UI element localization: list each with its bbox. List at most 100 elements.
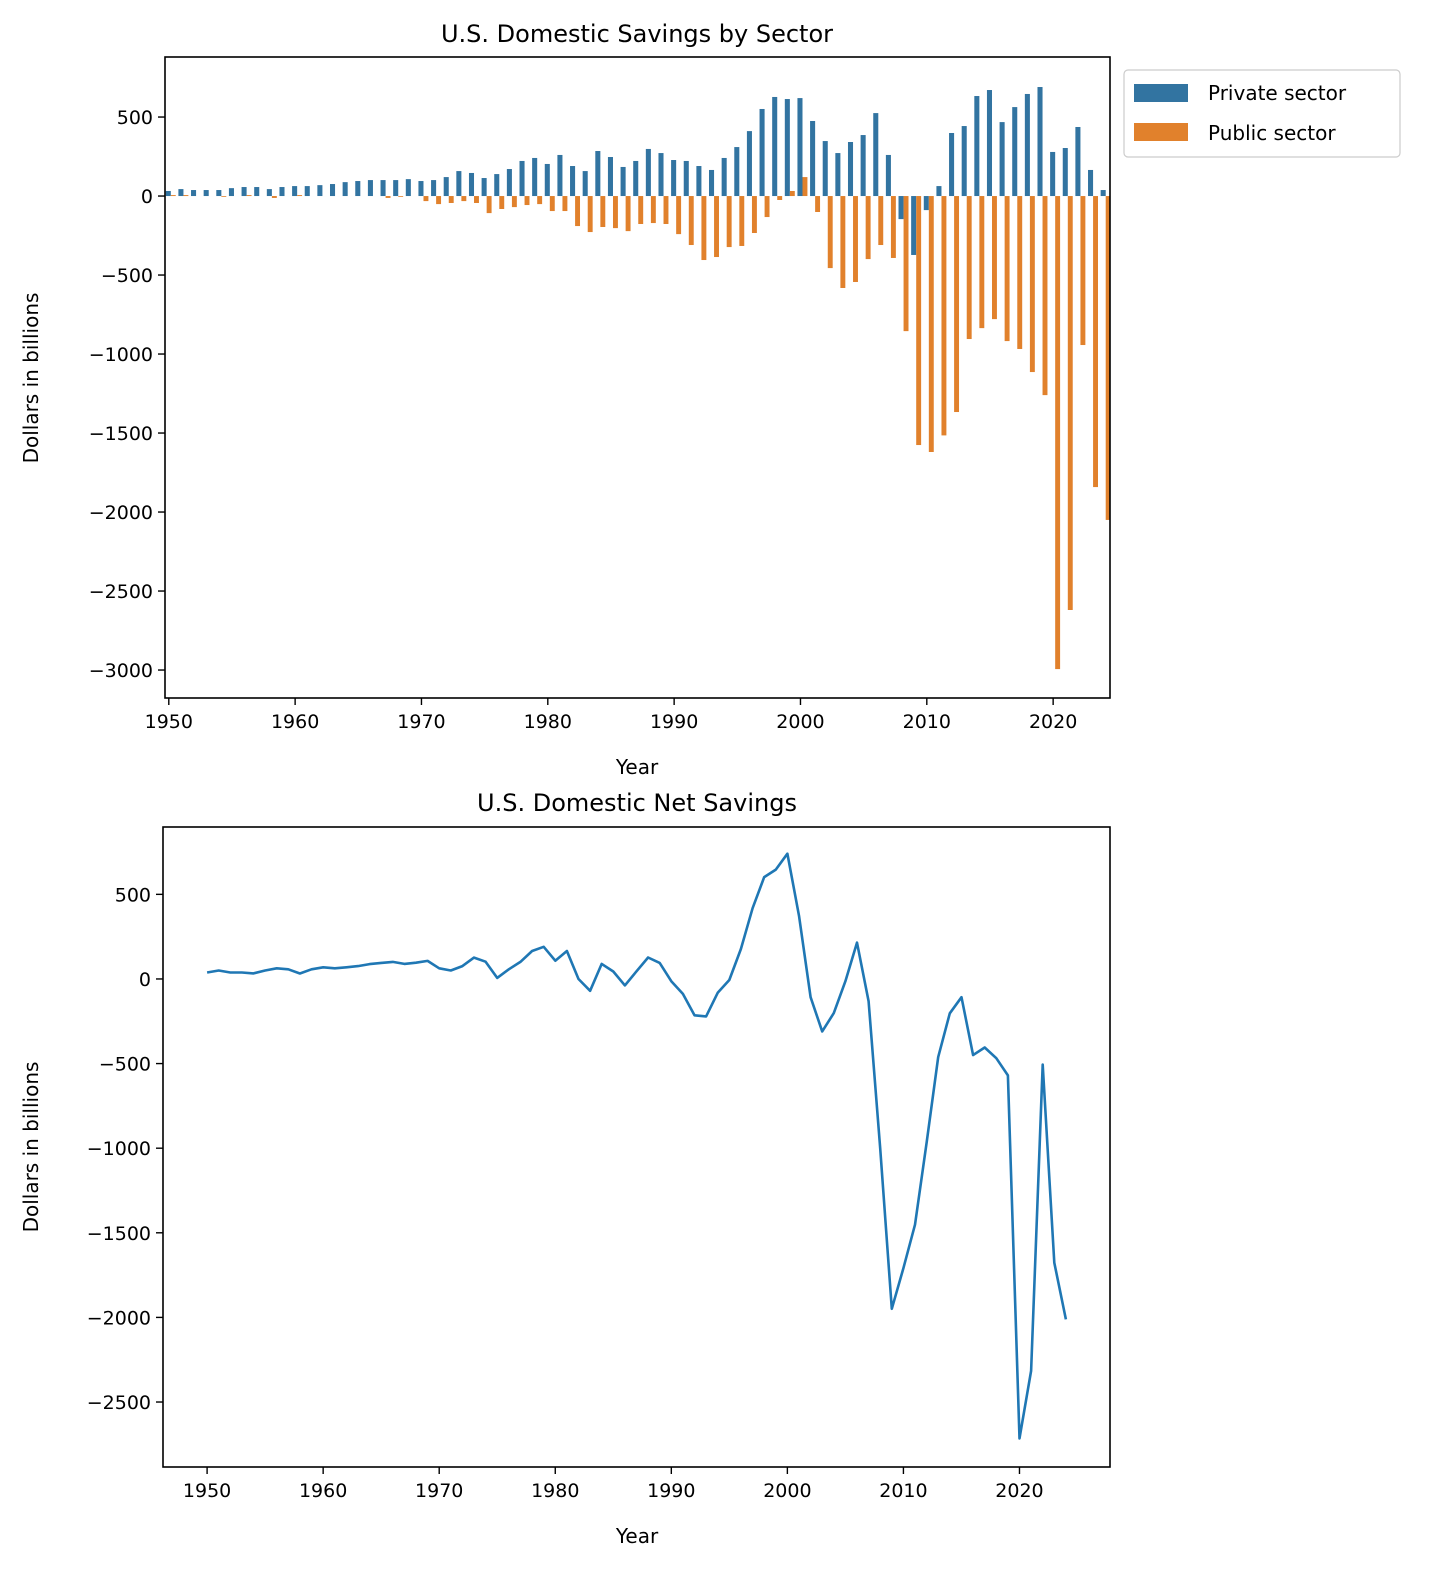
y-tick-label: −2500	[87, 1392, 151, 1414]
x-tick-label: 1990	[647, 1480, 695, 1502]
private-sector-bar	[1062, 148, 1068, 197]
y-tick-label: 0	[141, 186, 153, 208]
public-sector-bar	[1042, 196, 1048, 396]
y-axis-label: Dollars in billions	[19, 293, 43, 464]
private-sector-bar	[342, 182, 348, 197]
public-sector-bar	[575, 196, 581, 227]
private-sector-bar	[506, 169, 512, 197]
private-sector-bar	[923, 196, 929, 211]
public-sector-bar	[183, 195, 189, 197]
x-tick-label: 2000	[776, 711, 824, 733]
private-sector-bar	[355, 181, 361, 197]
public-sector-bar	[448, 196, 454, 203]
public-sector-bar	[739, 196, 745, 246]
private-sector-bar	[266, 189, 272, 197]
private-sector-bar	[178, 189, 184, 197]
public-sector-bar	[474, 196, 479, 203]
public-sector-bar	[802, 177, 808, 197]
public-sector-bar	[1017, 196, 1023, 349]
private-sector-bar	[279, 187, 285, 197]
private-sector-bar	[380, 180, 386, 197]
private-sector-bar	[304, 186, 310, 197]
y-axis-label: Dollars in billions	[19, 1062, 43, 1233]
private-sector-bar	[696, 166, 702, 197]
private-sector-bar	[191, 190, 197, 197]
public-sector-bar	[941, 196, 947, 436]
public-sector-bar	[436, 196, 442, 205]
y-tick-label: 0	[139, 969, 151, 991]
private-sector-bar	[645, 148, 651, 197]
legend-box	[1123, 69, 1401, 158]
public-sector-bar	[587, 196, 593, 233]
net-savings-line	[206, 852, 1068, 1440]
public-sector-bar	[246, 195, 252, 197]
public-sector-bar	[398, 196, 404, 197]
chart-title: U.S. Domestic Net Savings	[477, 789, 797, 817]
x-tick-label: 1950	[145, 711, 193, 733]
x-axis-label: Year	[615, 755, 659, 779]
y-tick-label: −2000	[89, 502, 153, 524]
public-sector-bar	[612, 196, 618, 229]
sector-savings-chart: U.S. Domestic Savings by Sector Year Dol…	[19, 20, 1401, 779]
private-sector-bar	[633, 160, 639, 197]
plot-frame	[162, 826, 1111, 1468]
private-sector-bar	[254, 187, 260, 197]
public-sector-bar	[562, 196, 568, 212]
public-sector-bar	[764, 196, 770, 218]
public-sector-bar	[840, 196, 846, 288]
public-sector-bar	[663, 196, 669, 225]
private-sector-bar	[570, 166, 576, 197]
public-sector-bar	[1055, 196, 1061, 670]
private-sector-bar	[1088, 169, 1094, 197]
y-tick-label: −500	[101, 265, 153, 287]
private-sector-bar	[216, 190, 222, 197]
x-tick-label: 1950	[183, 1480, 231, 1502]
public-sector-bar	[979, 196, 985, 329]
legend-swatch-private	[1134, 84, 1188, 102]
x-tick-label: 2010	[903, 711, 951, 733]
private-sector-bar	[1075, 126, 1081, 197]
public-sector-bar	[1093, 196, 1098, 488]
private-sector-bar	[999, 122, 1005, 197]
public-sector-bar	[461, 196, 467, 202]
private-sector-bar	[873, 113, 879, 197]
private-sector-bar	[1024, 93, 1030, 197]
private-sector-bar	[317, 185, 323, 197]
public-sector-bar	[600, 196, 606, 228]
private-sector-bar	[494, 174, 500, 197]
public-sector-bar	[625, 196, 631, 232]
public-sector-bar	[650, 196, 656, 224]
private-sector-bar	[949, 132, 955, 197]
x-tick-label: 1970	[415, 1480, 463, 1502]
private-sector-bar	[759, 108, 765, 197]
private-sector-bar	[582, 171, 588, 197]
private-sector-bar	[822, 141, 828, 197]
private-sector-bar	[165, 190, 171, 197]
y-tick-label: −1500	[89, 423, 153, 445]
public-sector-bar	[966, 196, 972, 340]
private-sector-bar	[241, 187, 247, 197]
private-sector-bar	[784, 99, 790, 197]
private-sector-bar	[1012, 107, 1018, 197]
public-sector-bar	[903, 196, 909, 332]
x-tick-label: 1980	[524, 711, 572, 733]
private-sector-bar	[986, 90, 993, 197]
private-sector-bar	[456, 171, 462, 197]
y-tick-label: 500	[117, 107, 153, 129]
private-sector-bar	[393, 180, 399, 197]
private-sector-bar	[898, 196, 904, 220]
private-sector-bar	[203, 190, 209, 197]
private-sector-bar	[228, 188, 234, 197]
public-sector-bar	[688, 196, 694, 246]
y-tick-label: −2500	[89, 581, 153, 603]
private-sector-bar	[481, 178, 487, 197]
public-sector-bar	[865, 196, 871, 260]
private-sector-bar	[683, 160, 689, 197]
private-sector-bar	[810, 120, 816, 197]
private-sector-bar	[974, 96, 980, 197]
public-sector-bar	[511, 196, 517, 208]
public-sector-bar	[549, 196, 555, 212]
private-sector-bar	[885, 154, 891, 197]
public-sector-bar	[815, 196, 821, 212]
x-tick-label: 2020	[995, 1480, 1043, 1502]
